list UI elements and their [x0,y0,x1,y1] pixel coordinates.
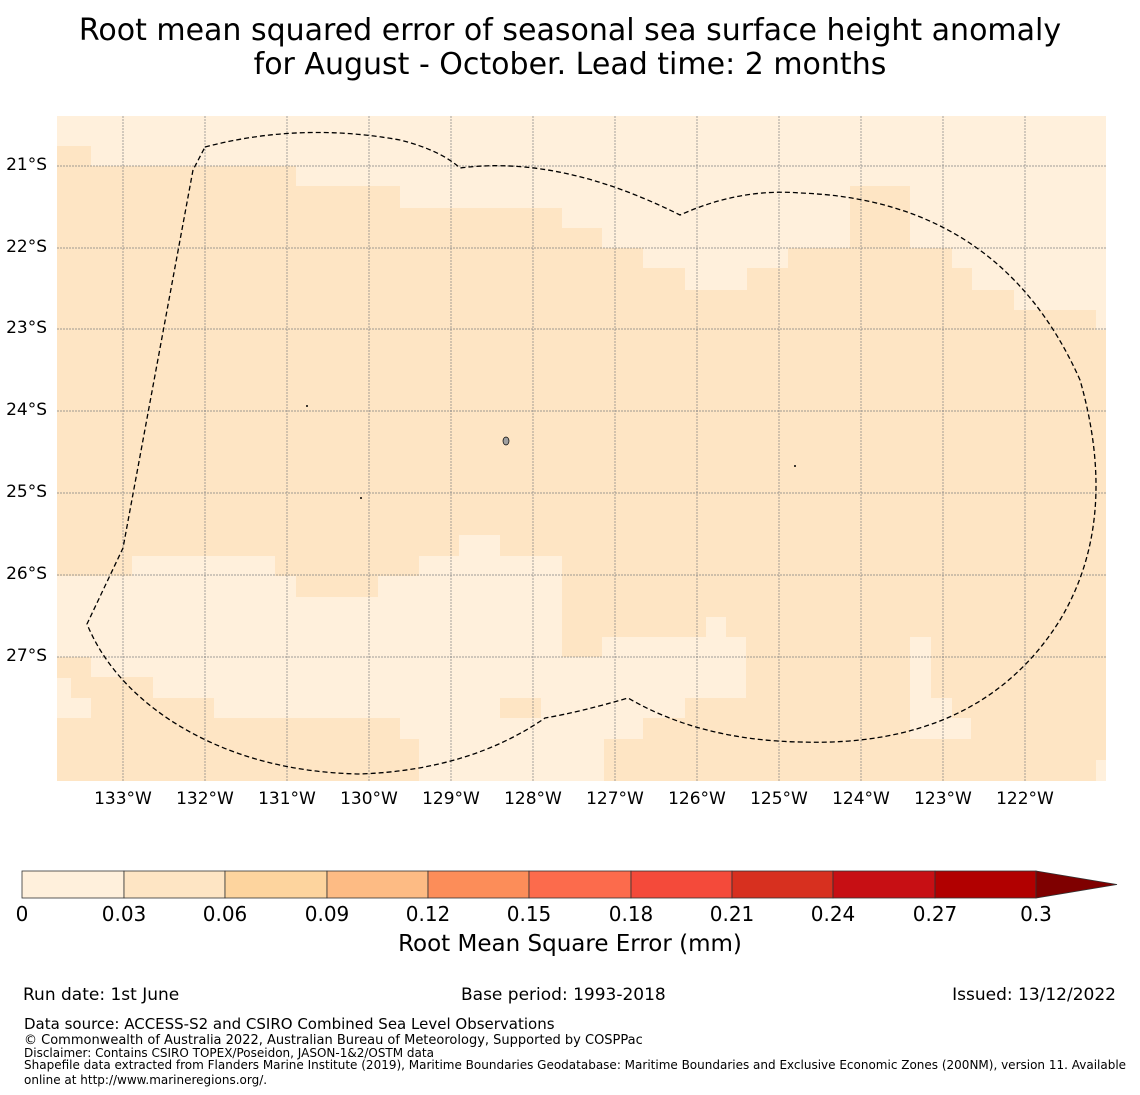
lat-tick-label: 23°S [6,318,47,338]
lon-tick-label: 123°W [914,789,972,809]
colorbar [21,870,1118,899]
colorbar-tick-label: 0 [15,902,29,926]
eez-boundary [86,131,1097,775]
colorbar-label: Root Mean Square Error (mm) [398,931,742,957]
lat-tick-label: 21°S [6,155,47,175]
islet-dot [794,465,796,467]
lon-tick-label: 129°W [422,789,480,809]
lon-tick-label: 132°W [176,789,234,809]
colorbar-tick-label: 0.21 [709,902,755,926]
issued-date: Issued: 13/12/2022 [952,985,1116,1005]
colorbar-tick-label: 0.18 [608,902,654,926]
lat-tick-label: 27°S [6,646,47,666]
shapefile-credit-url: online at http://www.marineregions.org/. [24,1073,268,1087]
colorbar-extend-arrow [1035,870,1118,899]
lon-tick-label: 133°W [94,789,152,809]
lon-tick-label: 131°W [258,789,316,809]
lon-tick-label: 125°W [750,789,808,809]
colorbar-tick-label: 0.03 [101,902,147,926]
islands [306,405,796,499]
lon-tick-label: 122°W [996,789,1054,809]
colorbar-tick-label: 0.24 [810,902,856,926]
gridlines [57,116,1106,781]
shapefile-credit: Shapefile data extracted from Flanders M… [24,1058,1127,1072]
lon-tick-label: 128°W [504,789,562,809]
lat-tick-label: 26°S [6,564,47,584]
colorbar-tick-label: 0.12 [405,902,451,926]
lat-tick-label: 25°S [6,482,47,502]
colorbar-tick-label: 0.09 [304,902,350,926]
colorbar-tick-label: 0.06 [202,902,248,926]
data-source: Data source: ACCESS-S2 and CSIRO Combine… [24,1015,555,1033]
title-line-2: for August - October. Lead time: 2 month… [253,47,887,82]
map-panel [57,116,1106,781]
lon-tick-label: 127°W [586,789,644,809]
islet-dot [306,405,308,407]
island-shape [502,436,510,446]
copyright-notice: © Commonwealth of Australia 2022, Austra… [24,1033,643,1048]
run-date: Run date: 1st June [23,985,180,1005]
disclaimer: Disclaimer: Contains CSIRO TOPEX/Poseido… [24,1046,434,1060]
lon-tick-label: 124°W [832,789,890,809]
colorbar-tick-label: 0.27 [912,902,958,926]
lat-tick-label: 24°S [6,400,47,420]
lon-tick-label: 126°W [668,789,726,809]
chart-title: Root mean squared error of seasonal sea … [0,14,1140,82]
lon-tick-label: 130°W [340,789,398,809]
lat-tick-label: 22°S [6,237,47,257]
colorbar-tick-label: 0.15 [506,902,552,926]
colorbar-tick-label: 0.3 [1020,902,1052,926]
title-line-1: Root mean squared error of seasonal sea … [78,13,1062,48]
base-period: Base period: 1993-2018 [461,985,666,1005]
islet-dot [360,497,362,499]
